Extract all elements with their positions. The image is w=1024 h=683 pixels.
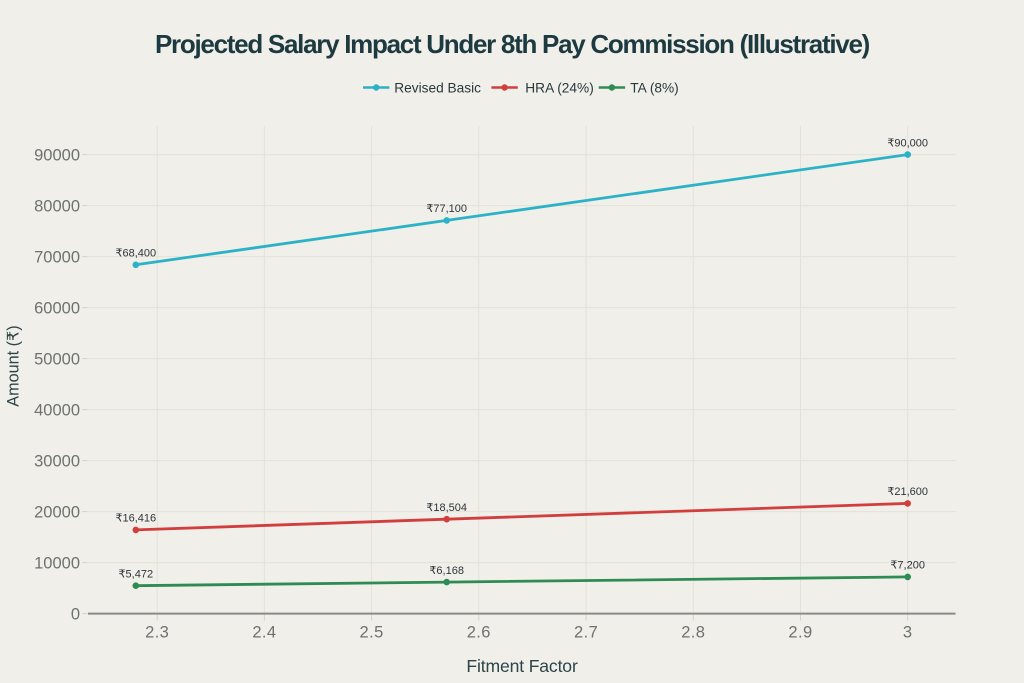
svg-text:HRA (24%): HRA (24%) <box>525 80 593 95</box>
svg-text:₹21,600: ₹21,600 <box>887 486 928 498</box>
svg-text:80000: 80000 <box>34 197 80 215</box>
svg-text:40000: 40000 <box>34 401 80 419</box>
svg-text:Fitment Factor: Fitment Factor <box>466 656 578 676</box>
svg-text:2.9: 2.9 <box>788 624 812 642</box>
svg-text:2.3: 2.3 <box>145 624 169 642</box>
svg-text:2.4: 2.4 <box>252 624 276 642</box>
svg-text:2.5: 2.5 <box>360 624 384 642</box>
svg-text:50000: 50000 <box>34 350 80 368</box>
svg-text:30000: 30000 <box>34 452 80 470</box>
svg-text:3: 3 <box>903 624 913 642</box>
svg-text:₹90,000: ₹90,000 <box>887 137 928 149</box>
svg-text:20000: 20000 <box>34 503 80 521</box>
svg-text:Revised Basic: Revised Basic <box>394 80 481 95</box>
svg-text:90000: 90000 <box>34 146 80 164</box>
svg-text:₹5,472: ₹5,472 <box>119 569 154 581</box>
svg-text:70000: 70000 <box>34 248 80 266</box>
svg-text:10000: 10000 <box>34 554 80 572</box>
svg-text:Projected Salary Impact Under: Projected Salary Impact Under 8th Pay Co… <box>155 29 870 59</box>
svg-text:2.8: 2.8 <box>681 624 705 642</box>
svg-text:0: 0 <box>71 605 80 623</box>
svg-text:2.6: 2.6 <box>467 624 491 642</box>
svg-text:₹77,100: ₹77,100 <box>426 203 467 215</box>
svg-text:60000: 60000 <box>34 299 80 317</box>
svg-text:2.7: 2.7 <box>574 624 598 642</box>
svg-text:₹18,504: ₹18,504 <box>426 502 467 514</box>
svg-text:₹68,400: ₹68,400 <box>115 248 156 260</box>
svg-text:Amount (₹): Amount (₹) <box>5 325 23 406</box>
svg-text:₹16,416: ₹16,416 <box>115 513 156 525</box>
svg-text:TA (8%): TA (8%) <box>630 80 678 95</box>
svg-text:₹6,168: ₹6,168 <box>429 565 464 577</box>
svg-text:₹7,200: ₹7,200 <box>890 560 925 572</box>
